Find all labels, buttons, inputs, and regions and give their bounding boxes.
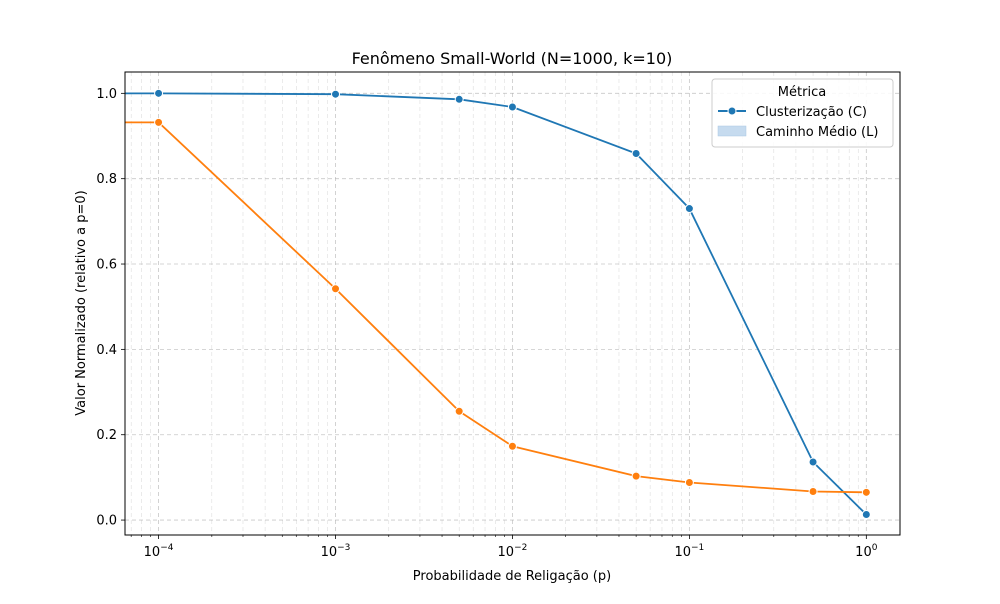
legend-label-caminho-medio: Caminho Médio (L) <box>756 125 878 140</box>
legend-box <box>711 78 894 148</box>
y-axis-ticks: 0.0 0.2 0.4 0.6 0.8 1.0 <box>96 87 125 529</box>
series-layer <box>125 88 871 520</box>
x-tick-label: 10−2 <box>498 543 528 560</box>
y-tick-label: 0.8 <box>96 172 117 187</box>
series-0-point <box>507 102 517 112</box>
y-tick-label: 0.0 <box>96 514 117 529</box>
x-tick-label: 10−1 <box>674 543 704 560</box>
series-1-point <box>154 117 164 127</box>
series-0-point <box>684 204 694 214</box>
major-gridlines <box>125 72 900 535</box>
legend-title: Métrica <box>778 85 826 100</box>
y-tick-label: 0.2 <box>96 428 117 443</box>
series-0-point <box>631 149 641 159</box>
series-0-point <box>154 88 164 98</box>
series-1-point <box>861 487 871 497</box>
y-tick-label: 0.6 <box>96 258 117 273</box>
series-0-point <box>808 457 818 467</box>
series-1-point <box>808 486 818 496</box>
series-1-point <box>507 441 517 451</box>
y-axis-label: Valor Normalizado (relativo a p=0) <box>74 190 89 415</box>
legend: Métrica Clusterização (C) Caminho Médio … <box>711 78 894 148</box>
series-0-point <box>331 89 341 99</box>
chart-title: Fenômeno Small-World (N=1000, k=10) <box>352 49 673 68</box>
legend-swatch-patch-caminho-medio <box>717 125 747 137</box>
legend-label-clusterizacao: Clusterização (C) <box>756 105 867 120</box>
series-1-point <box>331 284 341 294</box>
y-tick-label: 1.0 <box>96 87 117 102</box>
legend-swatch-marker-clusterizacao <box>727 106 737 116</box>
x-tick-label: 10−4 <box>144 543 174 560</box>
y-tick-label: 0.4 <box>96 343 117 358</box>
series-0-point <box>861 510 871 520</box>
x-tick-label: 10−3 <box>321 543 351 560</box>
minor-gridlines <box>130 72 859 535</box>
series-0-point <box>454 94 464 104</box>
x-tick-label: 100 <box>855 543 878 560</box>
series-1-point <box>684 478 694 488</box>
x-axis-ticks: 10−4 10−3 10−2 10−1 100 <box>130 535 878 560</box>
x-axis-label: Probabilidade de Religação (p) <box>413 569 611 584</box>
series-1-point <box>631 471 641 481</box>
series-1-point <box>454 406 464 416</box>
